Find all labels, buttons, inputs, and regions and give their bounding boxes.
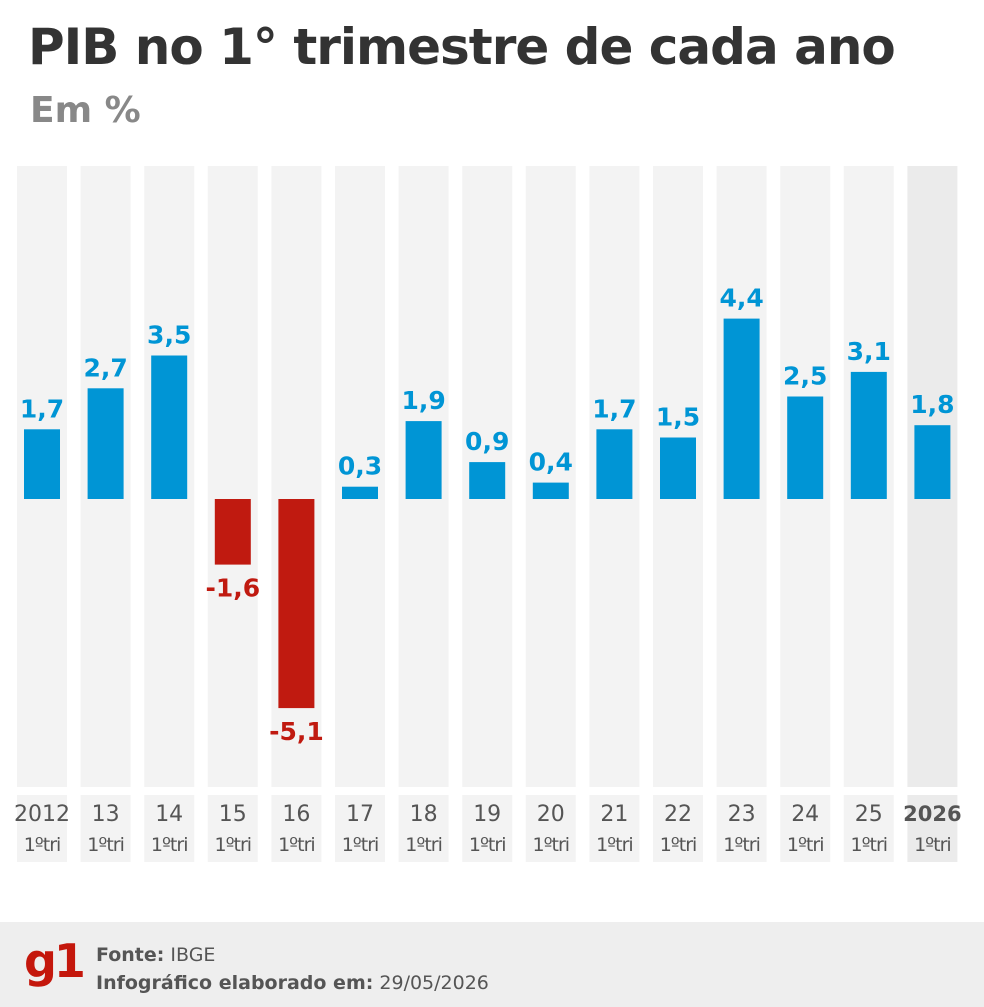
bar-15 [214,499,251,565]
category-sublabel: 1ºtri [278,834,315,856]
category-box [907,795,958,862]
category-sublabel: 1ºtri [914,834,951,856]
source-value: IBGE [170,944,216,966]
value-label-19: 0,9 [465,427,509,456]
value-label-15: -1,6 [205,574,260,603]
value-label-25: 3,1 [847,337,891,366]
category-sublabel: 1ºtri [215,834,252,856]
category-label-20: 20 [537,802,565,827]
bar-21 [596,429,633,499]
category-sublabel: 1ºtri [596,834,633,856]
category-sublabel: 1ºtri [151,834,188,856]
chart-subtitle: Em % [30,90,141,131]
category-box [144,795,195,862]
bar-17 [342,486,378,499]
category-sublabel: 1ºtri [469,834,506,856]
category-label-15: 15 [219,802,247,827]
category-box [335,795,385,862]
category-sublabel: 1ºtri [24,834,61,856]
category-box [843,795,894,862]
bar-20 [532,482,569,499]
value-label-16: -5,1 [269,717,324,746]
made-label: Infográfico elaborado em: [96,972,374,994]
category-sublabel: 1ºtri [533,834,570,856]
value-label-2026: 1,8 [910,390,954,419]
category-label-14: 14 [155,802,183,827]
value-label-18: 1,9 [401,386,445,415]
made-value: 29/05/2026 [379,972,489,994]
value-label-21: 1,7 [592,394,636,423]
category-box [780,795,831,862]
category-sublabel: 1ºtri [723,834,760,856]
bar-chart: 1,7 2012 1ºtri 2,7 13 1ºtri 3,5 14 1ºtri -1,6 15 1º… [14,166,962,862]
category-label-22: 22 [664,802,692,827]
bar-18 [405,421,442,499]
category-box [525,795,576,862]
chart-title: PIB no 1° trimestre de cada ano [28,18,896,76]
category-sublabel: 1ºtri [405,834,442,856]
category-sublabel: 1ºtri [787,834,824,856]
category-box [80,795,131,862]
value-label-14: 3,5 [147,321,191,350]
category-sublabel: 1ºtri [660,834,697,856]
bar-14 [151,355,188,499]
bar-23 [723,318,760,499]
column-background [335,166,385,787]
value-label-23: 4,4 [719,284,763,313]
category-box [589,795,640,862]
value-label-2012: 1,7 [20,394,64,423]
category-label-16: 16 [282,802,310,827]
value-label-13: 2,7 [83,353,127,382]
category-label-17: 17 [346,802,374,827]
category-box [653,795,703,862]
source-line: Fonte: IBGE [96,944,215,966]
category-label-2026: 2026 [903,802,961,826]
bar-16 [278,499,315,709]
value-label-20: 0,4 [529,448,573,477]
category-label-19: 19 [473,802,501,827]
category-label-21: 21 [600,802,628,827]
bar-22 [660,437,696,499]
category-sublabel: 1ºtri [87,834,124,856]
value-label-17: 0,3 [338,452,382,481]
category-sublabel: 1ºtri [851,834,888,856]
category-label-25: 25 [855,802,883,827]
category-box [271,795,322,862]
category-box [17,795,67,862]
category-label-23: 23 [728,802,756,827]
column-background [525,166,576,787]
category-label-18: 18 [410,802,438,827]
category-label-13: 13 [92,802,120,827]
category-label-2012: 2012 [14,802,70,827]
category-sublabel: 1ºtri [342,834,379,856]
value-label-24: 2,5 [783,362,827,391]
bar-2012 [24,429,60,499]
footer: g1 Fonte: IBGE Infográfico elaborado em:… [0,922,984,1007]
g1-logo: g1 [24,934,86,988]
category-box [462,795,513,862]
category-box [716,795,767,862]
value-label-22: 1,5 [656,403,700,432]
category-label-24: 24 [791,802,819,827]
column-background [207,166,258,787]
made-line: Infográfico elaborado em: 29/05/2026 [96,972,489,994]
bar-13 [87,388,124,499]
category-box [398,795,449,862]
bar-19 [469,462,506,499]
bar-24 [787,396,824,499]
bar-2026 [914,425,951,499]
source-label: Fonte: [96,944,165,966]
bar-25 [850,371,887,499]
category-box [207,795,258,862]
